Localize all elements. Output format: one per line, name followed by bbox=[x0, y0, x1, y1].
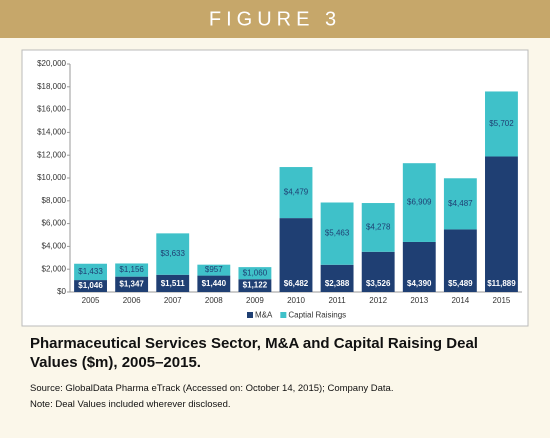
bar-segment bbox=[361, 203, 395, 252]
value-label: $1,060 bbox=[243, 268, 268, 277]
y-tick-label: $8,000 bbox=[42, 196, 67, 205]
bar-segment bbox=[238, 267, 272, 280]
value-label: $3,633 bbox=[160, 249, 185, 258]
figure-label: FIGURE 3 bbox=[209, 8, 341, 30]
bar-segment bbox=[279, 218, 313, 292]
value-label: $11,889 bbox=[487, 279, 516, 288]
value-label: $6,909 bbox=[407, 198, 432, 207]
bar-segment bbox=[156, 274, 190, 292]
bar-segment bbox=[238, 279, 272, 292]
bar-segment bbox=[115, 263, 149, 277]
x-tick-label: 2009 bbox=[246, 296, 264, 305]
x-tick-label: 2013 bbox=[410, 296, 428, 305]
chart: FIGURE 3 $0 $2,000 $4,000 $6,000 $8,000 $10,0… bbox=[0, 0, 550, 327]
value-label: $4,278 bbox=[366, 223, 391, 232]
legend-swatch bbox=[280, 312, 287, 318]
bar-segment bbox=[156, 233, 190, 275]
bar-segment bbox=[197, 275, 231, 292]
value-label: $4,479 bbox=[284, 188, 309, 197]
bar-segment bbox=[443, 229, 477, 292]
bar-segment bbox=[320, 202, 354, 265]
bar-segment bbox=[279, 167, 313, 219]
x-tick-label: 2005 bbox=[82, 296, 100, 305]
x-tick-label: 2014 bbox=[451, 296, 469, 305]
x-tick-label: 2006 bbox=[123, 296, 141, 305]
y-tick-label: $20,000 bbox=[37, 59, 66, 68]
bar-segment bbox=[115, 276, 149, 292]
source: Source: GlobalData Pharma eTrack (Access… bbox=[30, 383, 394, 394]
x-tick-label: 2007 bbox=[164, 296, 182, 305]
bar-segment bbox=[485, 156, 518, 292]
value-label: $1,440 bbox=[202, 279, 227, 288]
bar-segment bbox=[74, 280, 107, 292]
value-label: $1,347 bbox=[119, 279, 144, 288]
value-label: $957 bbox=[205, 265, 223, 274]
value-label: $5,489 bbox=[448, 279, 473, 288]
y-tick-label: $12,000 bbox=[37, 150, 66, 159]
bar-segment bbox=[361, 251, 395, 292]
y-tick-label: $18,000 bbox=[37, 82, 66, 91]
bar-segment bbox=[320, 264, 354, 292]
y-tick-label: $16,000 bbox=[37, 105, 66, 114]
legend-label: Captial Raisings bbox=[288, 311, 346, 320]
value-label: $5,463 bbox=[325, 229, 350, 238]
bar-segment bbox=[443, 178, 477, 230]
value-label: $1,433 bbox=[78, 267, 103, 276]
value-label: $1,511 bbox=[161, 279, 186, 288]
x-tick-label: 2011 bbox=[328, 296, 346, 305]
value-label: $5,702 bbox=[489, 119, 514, 128]
bar-segment bbox=[197, 264, 231, 276]
value-label: $1,156 bbox=[119, 265, 144, 274]
x-tick-label: 2015 bbox=[493, 296, 511, 305]
header-band bbox=[0, 0, 550, 38]
x-tick-label: 2012 bbox=[369, 296, 387, 305]
value-label: $4,487 bbox=[448, 199, 473, 208]
y-tick-label: $6,000 bbox=[42, 219, 67, 228]
legend-label: M&A bbox=[255, 311, 273, 320]
note: Note: Deal Values included wherever disc… bbox=[30, 399, 231, 410]
value-label: $3,526 bbox=[366, 279, 391, 288]
chart-title: Pharmaceutical Services Sector, M&A and … bbox=[30, 335, 478, 371]
y-tick-label: $10,000 bbox=[37, 173, 66, 182]
y-tick-label: $0 bbox=[57, 287, 66, 296]
bar-segment bbox=[74, 263, 107, 281]
value-label: $4,390 bbox=[407, 279, 432, 288]
value-label: $2,388 bbox=[325, 279, 350, 288]
value-label: $6,482 bbox=[284, 279, 309, 288]
value-label: $1,122 bbox=[243, 281, 268, 290]
y-tick-label: $14,000 bbox=[37, 128, 66, 137]
bar-segment bbox=[402, 241, 436, 292]
y-tick-label: $2,000 bbox=[42, 264, 67, 273]
x-tick-label: 2008 bbox=[205, 296, 223, 305]
legend-swatch bbox=[247, 312, 253, 318]
y-tick-label: $4,000 bbox=[42, 242, 67, 251]
x-tick-label: 2010 bbox=[287, 296, 305, 305]
bar-segment bbox=[402, 163, 436, 242]
value-label: $1,046 bbox=[78, 281, 103, 290]
bar-segment bbox=[485, 91, 518, 157]
